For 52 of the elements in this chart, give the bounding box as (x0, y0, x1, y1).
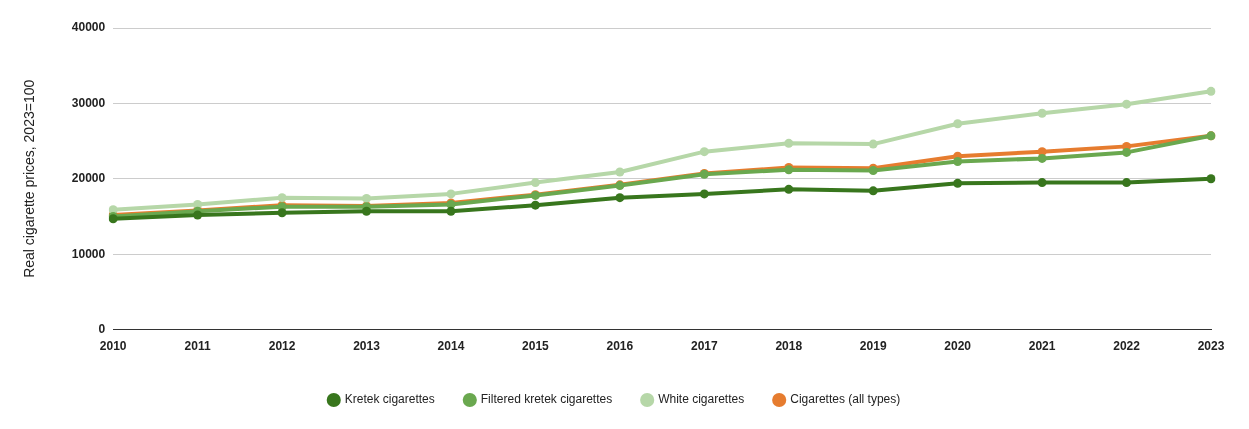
y-tick-label: 10000 (71, 246, 106, 261)
y-tick-label: 0 (98, 321, 106, 336)
x-tick-label: 2023 (1197, 339, 1225, 354)
y-tick-label: 30000 (71, 95, 106, 110)
x-tick-label: 2019 (859, 339, 887, 354)
point (1122, 147, 1132, 157)
point (446, 206, 456, 216)
x-tick-label: 2021 (1028, 339, 1056, 354)
x-tick-label: 2017 (690, 339, 718, 354)
point (784, 138, 794, 148)
legend-label: Kretek cigarettes (344, 392, 435, 407)
point (362, 206, 372, 216)
point (362, 193, 372, 203)
x-tick-label: 2015 (522, 339, 550, 354)
x-tick-label: 2022 (1113, 339, 1141, 354)
y-axis-title: Real cigarette prices, 2023=100 (21, 79, 38, 278)
point (615, 167, 625, 177)
x-tick-label: 2011 (184, 339, 211, 354)
point (1206, 174, 1216, 184)
point (277, 193, 287, 203)
point (953, 156, 963, 166)
legend-label: Cigarettes (all types) (790, 392, 901, 407)
x-tick-label: 2018 (775, 339, 803, 354)
point (446, 189, 456, 199)
point (1037, 108, 1047, 118)
x-tick-label: 2016 (606, 339, 634, 354)
point (1037, 153, 1047, 163)
point (277, 208, 287, 218)
point (1206, 86, 1216, 96)
point (1122, 178, 1132, 188)
point (530, 200, 540, 210)
point (699, 189, 709, 199)
x-tick-label: 2020 (944, 339, 972, 354)
point (868, 186, 878, 196)
point (193, 210, 203, 220)
point (1122, 99, 1132, 109)
y-tick-label: 20000 (71, 171, 106, 186)
point (953, 119, 963, 129)
x-tick-label: 2013 (353, 339, 381, 354)
point (1037, 178, 1047, 188)
legend-label: Filtered kretek cigarettes (480, 392, 613, 407)
point (699, 147, 709, 157)
x-tick-label: 2014 (437, 339, 465, 354)
point (615, 193, 625, 203)
x-tick-label: 2010 (99, 339, 127, 354)
point (530, 178, 540, 188)
y-tick-label: 40000 (71, 20, 106, 35)
point (868, 139, 878, 149)
legend-label: White cigarettes (658, 392, 745, 407)
point (953, 178, 963, 188)
x-tick-label: 2012 (268, 339, 296, 354)
point (784, 184, 794, 194)
